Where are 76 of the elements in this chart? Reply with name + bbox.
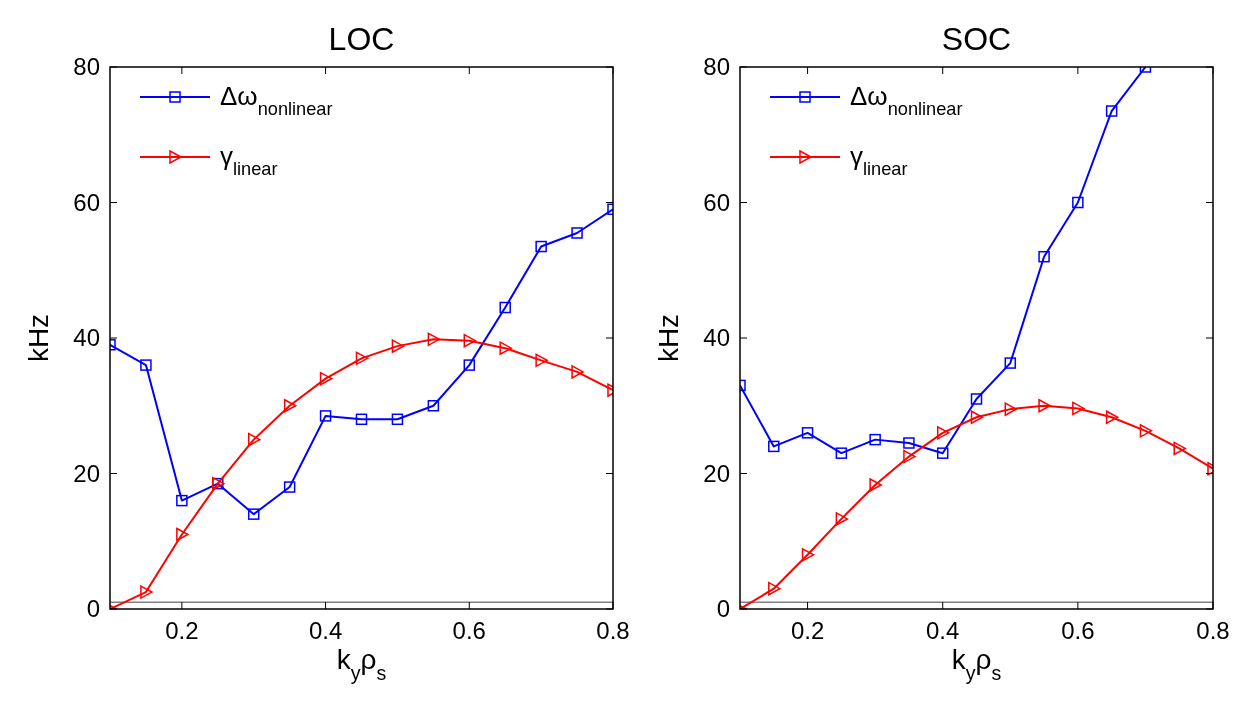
point	[970, 410, 984, 425]
point	[835, 447, 848, 459]
point	[283, 481, 296, 493]
point	[1004, 357, 1017, 369]
y-tick-label: 60	[703, 188, 730, 216]
point	[1105, 410, 1119, 425]
y-axis-title: kHz	[23, 313, 54, 363]
point	[247, 508, 260, 520]
point	[869, 433, 881, 446]
point	[768, 581, 781, 596]
y-axis-title: kHz	[653, 313, 684, 363]
point	[1173, 441, 1186, 456]
point	[535, 240, 547, 253]
y-tick-label: 20	[73, 459, 100, 487]
point	[1038, 250, 1050, 263]
point	[936, 447, 949, 459]
point	[176, 494, 188, 507]
point	[283, 399, 297, 413]
point	[247, 432, 261, 447]
point	[391, 413, 404, 426]
point	[571, 365, 584, 379]
legend-label: γ$_{linear}$	[220, 141, 278, 179]
chart-title: LOC	[328, 21, 395, 57]
point	[903, 437, 915, 449]
legend-label: Δω$_{nonlinear}$	[850, 81, 963, 119]
point	[176, 527, 189, 542]
point	[1004, 402, 1018, 416]
point	[1105, 105, 1118, 117]
y-tick-label: 40	[703, 324, 730, 351]
point	[869, 478, 882, 492]
x-tick-label: 0.4	[308, 617, 343, 644]
point	[1072, 401, 1085, 416]
y-tick-label: 60	[73, 188, 100, 216]
y-tick-label: 80	[703, 53, 730, 80]
x-tick-label: 0.8	[596, 617, 630, 644]
point	[391, 339, 405, 353]
legend-label: γ$_{linear}$	[850, 141, 908, 179]
x-tick-label: 0.8	[1196, 617, 1230, 644]
point	[463, 359, 476, 371]
y-tick-label: 20	[703, 459, 730, 487]
point	[768, 440, 780, 453]
point	[319, 371, 333, 386]
x-axis-title: k$_{y}$ρ$_{s}$	[951, 644, 1002, 684]
point	[903, 449, 916, 464]
point	[355, 413, 368, 426]
point	[835, 512, 849, 526]
chart-title: SOC	[941, 21, 1012, 57]
y-tick-label: 40	[73, 324, 100, 351]
point	[499, 301, 511, 314]
x-tick-label: 0.6	[1061, 617, 1095, 644]
x-tick-label: 0.4	[926, 617, 960, 644]
x-axis-title: k$_{y}$ρ$_{s}$	[336, 644, 387, 684]
point	[571, 227, 583, 239]
point	[801, 427, 814, 439]
y-tick-label: 80	[73, 53, 100, 80]
point	[1038, 399, 1051, 413]
point	[970, 393, 983, 405]
x-tick-label: 0.2	[165, 617, 199, 644]
point	[427, 400, 440, 412]
legend-label: Δω$_{nonlinear}$	[220, 81, 333, 119]
y-tick-label: 0	[86, 595, 100, 622]
point	[499, 341, 512, 355]
point	[1139, 424, 1153, 438]
y-tick-label: 0	[716, 595, 730, 622]
point	[463, 333, 477, 348]
point	[140, 359, 152, 371]
point	[427, 332, 441, 347]
point	[140, 585, 153, 599]
point	[535, 353, 548, 368]
point	[936, 426, 950, 440]
x-tick-label: 0.6	[452, 617, 486, 644]
point	[355, 351, 369, 366]
point	[319, 410, 332, 422]
point	[1072, 196, 1084, 209]
point	[801, 548, 815, 562]
x-tick-label: 0.2	[790, 617, 825, 644]
